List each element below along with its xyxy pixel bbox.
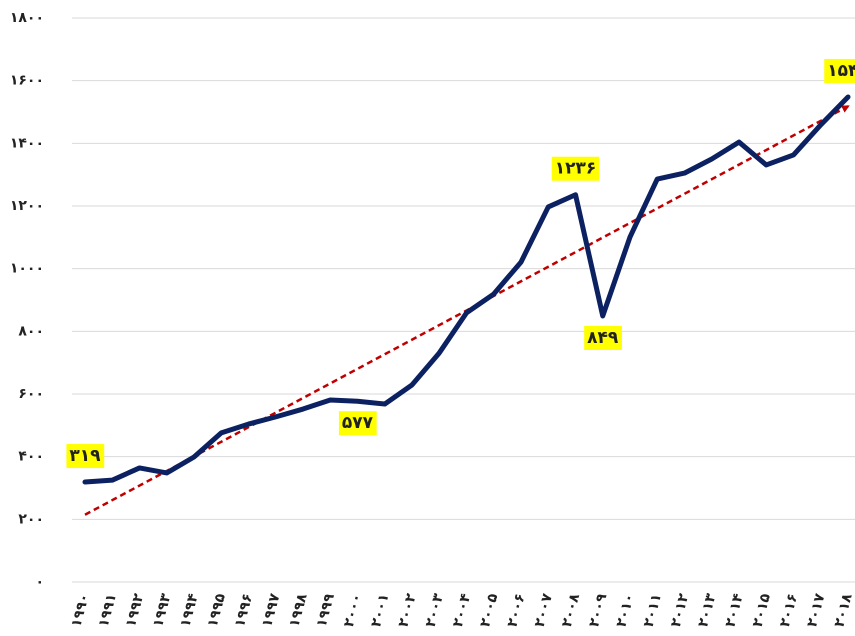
x-tick-label: ۱۹۹۲ [123, 591, 147, 629]
value-label-text: ۳۱۹ [69, 446, 101, 466]
value-label: ۸۴۹ [584, 325, 622, 350]
x-tick-label: ۱۹۹۳ [150, 591, 174, 629]
x-tick-label: ۱۹۹۰ [68, 592, 92, 629]
x-tick-label: ۱۹۹۱ [96, 592, 120, 629]
x-tick-label: ۲۰۰۷ [532, 591, 556, 629]
x-tick-label: ۲۰۱۰ [613, 592, 637, 629]
x-tick-label: ۲۰۰۴ [450, 591, 474, 629]
x-tick-label: ۱۹۹۹ [314, 591, 338, 629]
value-label-text: ۱۵۴۸ [827, 61, 855, 81]
x-tick-label: ۲۰۱۵ [750, 591, 774, 629]
y-tick-label: ۱۰۰۰ [10, 261, 44, 277]
value-label-text: ۱۲۳۶ [555, 159, 597, 179]
x-tick-label: ۱۹۹۷ [259, 591, 283, 629]
x-tick-label: ۱۹۹۵ [205, 591, 229, 629]
x-tick-label: ۱۹۹۴ [177, 591, 201, 629]
y-tick-label: ۰ [35, 574, 44, 590]
x-tick-label: ۲۰۱۸ [831, 591, 855, 629]
y-tick-label: ۴۰۰ [18, 449, 44, 465]
y-tick-label: ۱۲۰۰ [10, 198, 44, 214]
x-tick-label: ۲۰۰۰ [341, 592, 365, 629]
y-tick-label: ۶۰۰ [18, 386, 44, 402]
x-tick-label: ۲۰۱۲ [668, 591, 692, 629]
y-tick-label: ۱۴۰۰ [10, 135, 44, 151]
x-tick-label: ۱۹۹۶ [232, 592, 256, 629]
x-tick-label: ۲۰۰۱ [368, 592, 392, 629]
x-tick-label: ۲۰۱۳ [695, 591, 719, 629]
value-label-box [584, 325, 622, 350]
value-label: ۱۵۴۸ [824, 58, 855, 83]
y-tick-label: ۸۰۰ [18, 323, 44, 339]
x-tick-label: ۲۰۰۸ [559, 591, 583, 629]
x-tick-label: ۲۰۰۶ [504, 592, 528, 629]
value-label-box [338, 411, 377, 436]
y-tick-label: ۱۶۰۰ [10, 73, 44, 89]
x-tick-label: ۲۰۰۲ [395, 591, 419, 629]
x-tick-label: ۲۰۱۶ [777, 592, 801, 629]
x-tick-label: ۲۰۰۵ [477, 591, 501, 629]
y-tick-label: ۲۰۰ [18, 511, 44, 527]
data-line [82, 94, 851, 485]
x-tick-label: ۲۰۱۷ [804, 591, 828, 629]
x-tick-label: ۱۹۹۸ [286, 591, 310, 629]
y-tick-label: ۱۸۰۰ [10, 10, 44, 26]
x-tick-label: ۲۰۰۹ [586, 591, 610, 629]
value-label-box [66, 444, 105, 469]
value-label-text: ۸۴۹ [587, 328, 619, 348]
value-label-box [824, 58, 855, 83]
value-label: ۳۱۹ [66, 444, 105, 469]
value-label-box [551, 156, 600, 181]
value-label-text: ۵۷۷ [342, 413, 374, 433]
value-label: ۵۷۷ [338, 411, 377, 436]
x-tick-label: ۲۰۰۳ [423, 591, 447, 629]
x-tick-label: ۲۰۱۴ [722, 591, 746, 629]
value-label: ۱۲۳۶ [551, 156, 600, 181]
x-tick-label: ۲۰۱۱ [641, 592, 665, 629]
